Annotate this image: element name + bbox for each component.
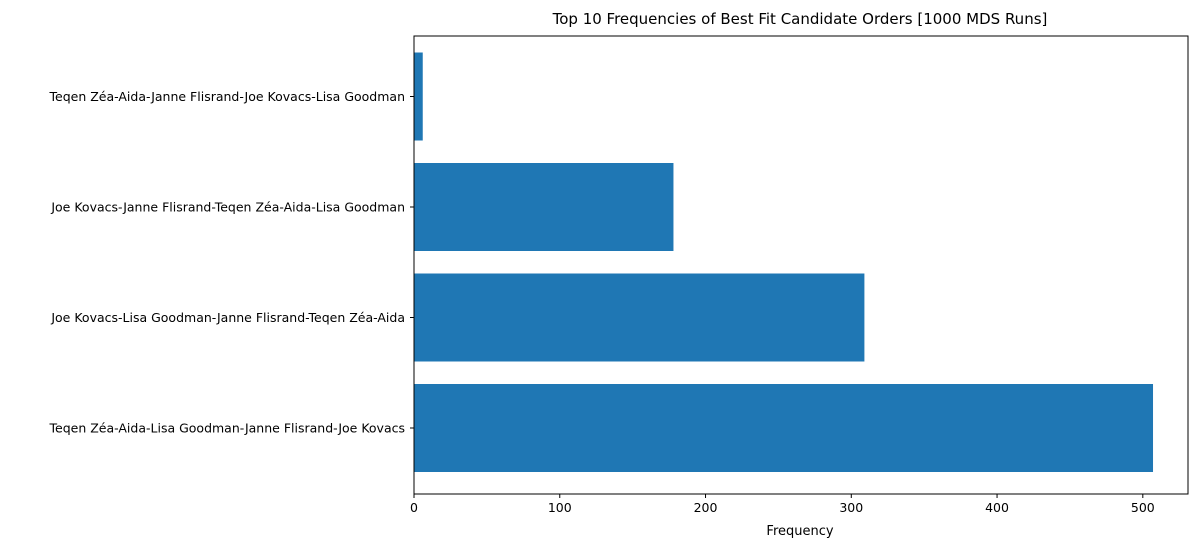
x-tick-label: 100: [548, 500, 572, 515]
bar: [414, 52, 423, 141]
chart-title: Top 10 Frequencies of Best Fit Candidate…: [552, 10, 1048, 28]
bar: [414, 163, 674, 251]
y-axis-ticks: Teqen Zéa-Aida-Lisa Goodman-Janne Flisra…: [49, 89, 414, 436]
x-axis-label: Frequency: [766, 524, 833, 539]
x-axis-ticks: 0 100 200 300 400 500: [410, 494, 1155, 515]
x-tick-label: 400: [985, 500, 1009, 515]
axes-frame: [413, 35, 1189, 495]
y-tick-label: Joe Kovacs-Janne Flisrand-Teqen Zéa-Aida…: [50, 200, 405, 215]
plot-frame: [413, 35, 1189, 495]
x-tick-label: 0: [410, 500, 418, 515]
y-tick-label: Teqen Zéa-Aida-Lisa Goodman-Janne Flisra…: [49, 421, 406, 436]
x-tick-label: 500: [1131, 500, 1155, 515]
bars-group: [414, 52, 1154, 472]
bar: [414, 273, 865, 362]
x-tick-label: 300: [839, 500, 863, 515]
bar: [414, 384, 1154, 472]
x-tick-label: 200: [694, 500, 718, 515]
y-tick-label: Teqen Zéa-Aida-Janne Flisrand-Joe Kovacs…: [49, 89, 406, 104]
y-tick-label: Joe Kovacs-Lisa Goodman-Janne Flisrand-T…: [50, 310, 405, 325]
